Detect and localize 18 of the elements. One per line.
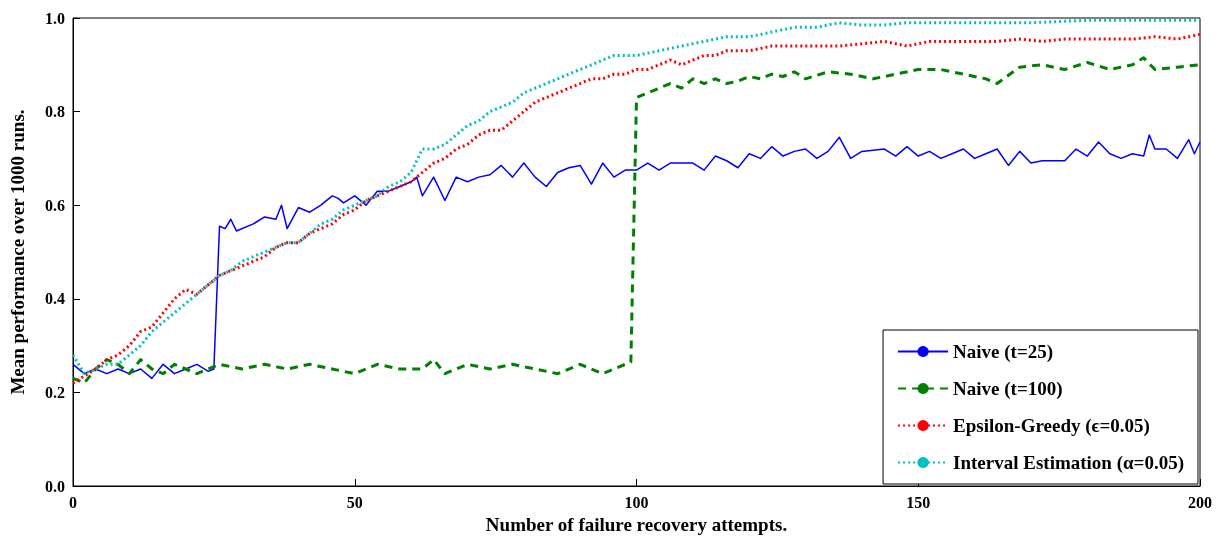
x-tick-label: 100 [624, 493, 649, 511]
y-axis-title: Mean performance over 1000 runs. [7, 109, 28, 395]
y-tick-label: 0.2 [45, 383, 65, 401]
legend-label: Interval Estimation (α=0.05) [953, 452, 1185, 474]
y-tick-label: 0.0 [45, 477, 65, 495]
legend-label: Naive (t=25) [953, 341, 1054, 363]
x-tick-label: 0 [69, 493, 77, 511]
legend-label: Epsilon-Greedy (ϵ=0.05) [953, 415, 1150, 437]
y-tick-label: 0.8 [45, 103, 65, 121]
x-axis-title: Number of failure recovery attempts. [485, 513, 788, 535]
line-series [72, 134, 1201, 380]
y-tick-label: 0.4 [45, 290, 65, 308]
x-tick-label: 50 [346, 493, 363, 511]
y-tick-label: 1.0 [45, 9, 65, 27]
legend-label: Naive (t=100) [953, 378, 1063, 400]
y-tick-label: 0.6 [45, 196, 65, 214]
x-tick-label: 150 [906, 493, 931, 511]
x-tick-label: 200 [1188, 493, 1212, 511]
